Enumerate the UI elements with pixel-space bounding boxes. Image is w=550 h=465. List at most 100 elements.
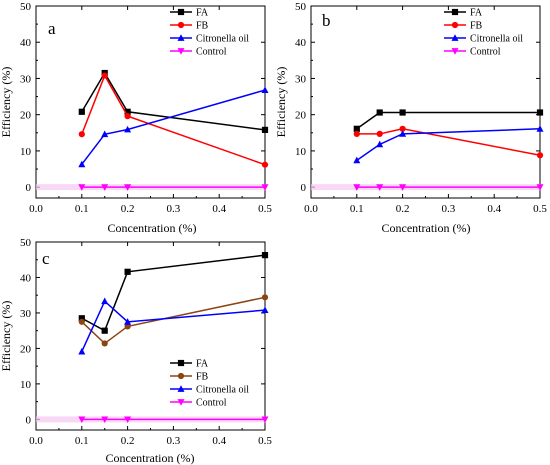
y-tick-label: 40	[295, 37, 307, 49]
legend-swatch-marker	[177, 8, 185, 16]
y-tick-label: 50	[295, 1, 307, 13]
legend-label: FA	[470, 8, 483, 19]
y-tick-label: 50	[20, 1, 32, 13]
panel-a: 0.0 0.1 0.2 0.3 0.4 0.5 0 10 20 30 40 50 Concentrati…	[0, 1, 272, 235]
legend-label: Control	[196, 398, 227, 409]
y-tick-label: 40	[20, 37, 32, 49]
data-point	[78, 315, 85, 322]
data-point	[261, 306, 269, 314]
data-point	[101, 297, 109, 305]
data-point	[78, 184, 86, 191]
x-tick-label: 0.1	[75, 435, 89, 447]
data-point	[399, 125, 406, 132]
data-point	[124, 108, 131, 115]
data-point	[261, 161, 269, 168]
data-point	[101, 340, 108, 347]
legend-label: Citronella oil	[196, 385, 249, 396]
panel-letter: b	[322, 11, 331, 30]
legend-swatch-marker	[177, 48, 185, 55]
data-point	[78, 108, 85, 115]
data-point	[399, 130, 407, 137]
y-tick-label: 0	[26, 182, 32, 194]
data-point	[101, 416, 109, 424]
data-point	[78, 416, 86, 424]
data-point	[78, 160, 86, 168]
x-tick-label: 0.3	[167, 435, 181, 447]
x-tick-label: 0.2	[396, 203, 410, 215]
legend-label: FA	[196, 8, 209, 19]
series-fb	[78, 72, 269, 168]
data-point	[124, 318, 132, 325]
series-line	[81, 89, 266, 165]
y-tick-label: 20	[20, 343, 32, 355]
legend-label: FA	[196, 359, 209, 370]
x-tick-label: 0.0	[29, 435, 43, 447]
data-point	[124, 268, 131, 275]
x-tick-label: 0.5	[258, 203, 272, 215]
y-tick-label: 30	[20, 73, 32, 85]
series-line	[356, 128, 541, 161]
panel-b: 0.0 0.1 0.2 0.3 0.4 0.5 0 10 20 30 40 50 Concentrati…	[274, 1, 547, 235]
legend-label: Citronella oil	[470, 34, 523, 45]
series-citronella-oil	[78, 297, 269, 355]
y-axis-title: Efficiency (%)	[0, 301, 13, 372]
legend: FA FB Citronella oil Control	[444, 8, 523, 58]
y-tick-label: 10	[295, 146, 307, 158]
x-tick-label: 0.3	[442, 203, 456, 215]
x-tick-label: 0.2	[121, 203, 135, 215]
series-line	[81, 296, 266, 345]
data-point	[78, 347, 86, 355]
y-tick-label: 0	[301, 182, 307, 194]
legend-label: Control	[470, 47, 501, 58]
legend-label: FB	[196, 372, 209, 383]
legend-swatch-marker	[177, 385, 185, 392]
series-citronella-oil	[353, 125, 544, 164]
series-fa	[353, 109, 544, 132]
data-point	[536, 109, 544, 116]
data-point	[124, 113, 131, 120]
series-citronella-oil	[78, 86, 269, 168]
data-point	[353, 156, 361, 164]
y-tick-label: 50	[20, 237, 32, 249]
legend-swatch-marker	[177, 21, 185, 29]
legend-swatch-marker	[451, 48, 459, 55]
legend: FA FB Citronella oil Control	[170, 8, 249, 58]
data-point	[124, 323, 131, 330]
data-point	[261, 252, 269, 259]
legend-label: Control	[196, 47, 227, 58]
series-fa	[78, 252, 269, 334]
data-point	[376, 140, 384, 148]
y-tick-label: 0	[26, 414, 32, 426]
series-line	[81, 71, 266, 131]
legend-swatch-marker	[451, 34, 459, 41]
series-line	[81, 73, 266, 166]
legend-swatch-marker	[177, 372, 185, 380]
legend-swatch-marker	[177, 359, 185, 367]
series-line	[356, 111, 540, 130]
y-tick-label: 40	[20, 272, 32, 284]
legend-label: Citronella oil	[196, 34, 249, 45]
x-axis-title: Concentration (%)	[108, 221, 197, 235]
x-tick-label: 0.4	[212, 203, 226, 215]
data-point	[399, 109, 406, 116]
y-tick-label: 20	[295, 110, 307, 122]
x-axis-title: Concentration (%)	[106, 451, 195, 465]
y-tick-label: 20	[20, 110, 32, 122]
legend-label: FB	[470, 21, 483, 32]
series-fb	[353, 125, 544, 159]
series-control	[78, 184, 269, 191]
plot-frame	[35, 241, 266, 431]
y-tick-label: 10	[20, 146, 32, 158]
data-point	[261, 184, 269, 191]
x-tick-label: 0.4	[212, 435, 226, 447]
legend-swatch-marker	[177, 34, 185, 41]
x-tick-label: 0.5	[533, 203, 547, 215]
data-point	[101, 130, 109, 138]
y-axis-title: Efficiency (%)	[274, 67, 288, 138]
data-point	[353, 125, 360, 132]
data-point	[353, 130, 360, 137]
legend-swatch-marker	[177, 399, 185, 406]
series-line	[81, 254, 266, 332]
data-point	[536, 152, 544, 159]
